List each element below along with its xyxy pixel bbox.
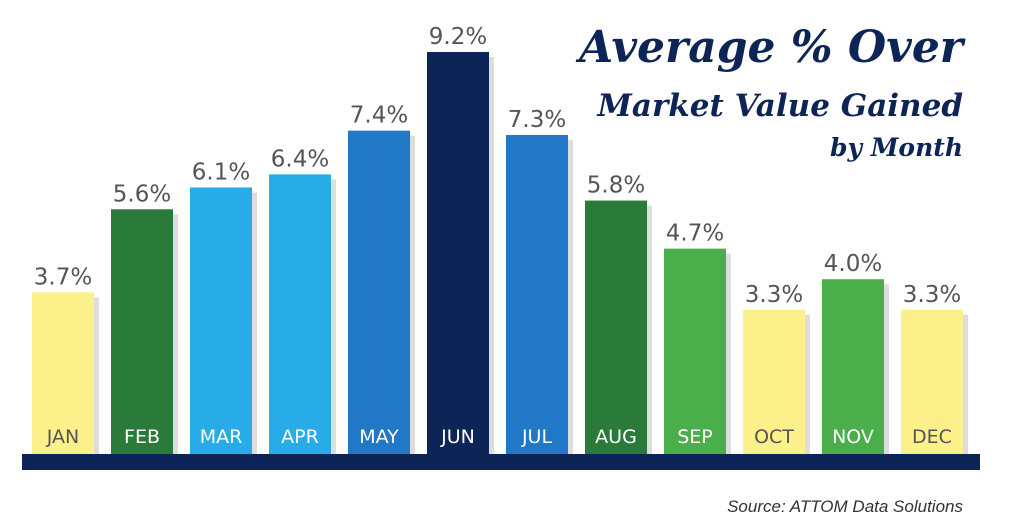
bar-feb xyxy=(111,209,173,454)
bar-oct xyxy=(743,309,805,454)
bar-nov xyxy=(822,279,884,454)
chart-title-line2: Market Value Gained xyxy=(597,88,963,124)
bar-apr xyxy=(269,174,331,454)
category-label-feb: FEB xyxy=(124,426,160,448)
value-label-may: 7.4% xyxy=(350,103,408,129)
value-label-oct: 3.3% xyxy=(745,282,803,308)
category-label-sep: SEP xyxy=(677,426,713,448)
value-label-aug: 5.8% xyxy=(587,173,645,199)
value-label-dec: 3.3% xyxy=(903,282,961,308)
chart-title-line3: by Month xyxy=(830,133,963,162)
value-label-jun: 9.2% xyxy=(429,24,487,50)
category-label-nov: NOV xyxy=(832,426,874,448)
value-label-feb: 5.6% xyxy=(113,181,171,207)
x-axis-baseline xyxy=(22,454,980,470)
category-label-jun: JUN xyxy=(440,426,475,448)
source-note: Source: ATTOM Data Solutions xyxy=(727,497,963,516)
bars-group: 3.7% JAN 5.6% FEB 6.1% MAR 6.4% APR 7.4% MAY 9.2% J… xyxy=(32,24,968,455)
value-label-jan: 3.7% xyxy=(34,264,92,290)
bar-jun xyxy=(427,52,489,454)
category-label-jul: JUL xyxy=(521,426,553,448)
bar-sep xyxy=(664,248,726,454)
category-label-oct: OCT xyxy=(754,426,794,448)
category-label-dec: DEC xyxy=(912,426,952,448)
value-label-jul: 7.3% xyxy=(508,107,566,133)
chart-title-line1: Average % Over xyxy=(575,22,966,73)
bar-jul xyxy=(506,135,568,455)
value-label-apr: 6.4% xyxy=(271,146,329,172)
bar-jan xyxy=(32,292,94,454)
category-label-may: MAY xyxy=(359,426,399,448)
bar-mar xyxy=(190,187,252,454)
bar-aug xyxy=(585,200,647,454)
category-label-jan: JAN xyxy=(46,426,79,448)
bar-dec xyxy=(901,309,963,454)
bar-may xyxy=(348,130,410,455)
value-label-nov: 4.0% xyxy=(824,251,882,277)
category-label-aug: AUG xyxy=(595,426,637,448)
category-label-apr: APR xyxy=(281,426,319,448)
chart-title: Average % Over Market Value Gained by Mo… xyxy=(575,22,966,162)
value-label-sep: 4.7% xyxy=(666,221,724,247)
category-label-mar: MAR xyxy=(200,426,243,448)
value-label-mar: 6.1% xyxy=(192,159,250,185)
